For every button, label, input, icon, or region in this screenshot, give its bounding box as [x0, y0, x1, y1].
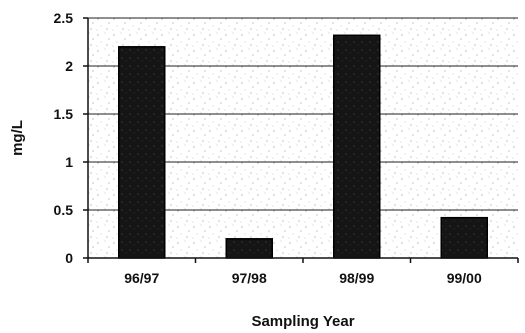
y-tick-label: 0	[65, 250, 73, 266]
y-tick-label: 1.5	[54, 106, 74, 122]
x-tick-label: 97/98	[232, 270, 267, 286]
bars	[118, 34, 488, 259]
bar	[440, 216, 488, 259]
x-tick-label: 96/97	[124, 270, 159, 286]
bar	[225, 238, 273, 259]
x-axis-ticks: 96/97 97/98 98/99 99/00	[87, 258, 519, 286]
y-tick-label: 2	[65, 58, 73, 74]
bar	[118, 46, 166, 259]
x-axis-title: Sampling Year	[251, 313, 354, 330]
x-tick-label: 99/00	[447, 270, 482, 286]
y-tick-label: 1	[65, 154, 73, 170]
bar	[333, 34, 381, 259]
y-tick-label: 0.5	[54, 202, 74, 218]
x-tick-label: 98/99	[339, 270, 374, 286]
y-axis-ticks: 0 0.5 1 1.5 2 2.5	[54, 10, 88, 266]
y-axis-title: mg/L	[9, 120, 26, 156]
y-tick-label: 2.5	[54, 10, 74, 26]
